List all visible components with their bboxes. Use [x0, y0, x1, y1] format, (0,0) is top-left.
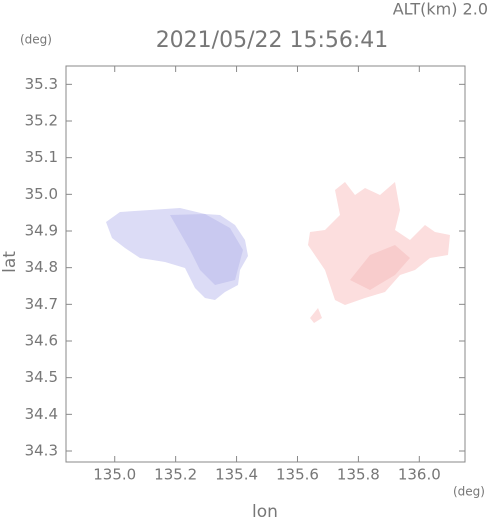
y-label: lat — [0, 251, 20, 273]
y-tick-label: 34.7 — [25, 295, 58, 313]
echo-region-red — [308, 182, 450, 323]
x-tick-label: 135.8 — [337, 466, 380, 484]
y-tick-label: 35.1 — [25, 148, 58, 166]
altitude-label: ALT(km) 2.0 — [393, 0, 488, 19]
echo-area — [350, 245, 410, 290]
y-tick-label: 34.3 — [25, 442, 58, 460]
x-tick-label: 135.0 — [93, 466, 136, 484]
y-tick-label: 34.9 — [25, 222, 58, 240]
echo-area — [170, 214, 243, 285]
y-unit: (deg) — [20, 33, 52, 47]
x-tick-label: 135.2 — [154, 466, 197, 484]
chart-title: 2021/05/22 15:56:41 — [156, 28, 389, 53]
x-tick-label: 136.0 — [398, 466, 441, 484]
y-tick-label: 35.2 — [25, 112, 58, 130]
x-unit: (deg) — [453, 485, 485, 499]
echo-region-blue — [106, 208, 248, 300]
y-tick-label: 34.5 — [25, 368, 58, 386]
y-tick-label: 35.3 — [25, 75, 58, 93]
echo-area — [308, 182, 450, 305]
y-tick-label: 34.8 — [25, 258, 58, 276]
plot-frame — [65, 65, 466, 463]
x-tick-label: 135.4 — [215, 466, 258, 484]
x-tick-label: 135.6 — [276, 466, 319, 484]
y-tick-label: 35.0 — [25, 185, 58, 203]
echo-area — [310, 308, 322, 323]
y-tick-label: 34.6 — [25, 332, 58, 350]
x-label: lon — [252, 502, 278, 521]
y-tick-label: 34.4 — [25, 405, 58, 423]
